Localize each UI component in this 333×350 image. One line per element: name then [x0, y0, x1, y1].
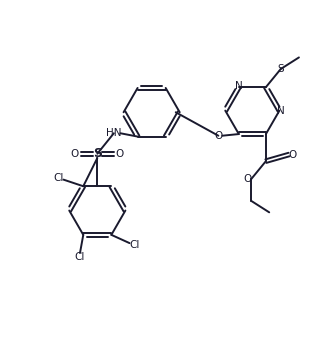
Text: O: O: [71, 149, 79, 159]
Text: HN: HN: [106, 128, 122, 138]
Text: O: O: [243, 174, 251, 184]
Text: S: S: [277, 64, 284, 74]
Text: O: O: [116, 149, 124, 159]
Text: Cl: Cl: [74, 252, 85, 262]
Text: S: S: [93, 147, 102, 160]
Text: N: N: [235, 80, 243, 91]
Text: O: O: [289, 149, 297, 160]
Text: Cl: Cl: [129, 240, 140, 250]
Text: Cl: Cl: [53, 173, 64, 183]
Text: O: O: [214, 131, 222, 141]
Text: N: N: [277, 106, 285, 116]
